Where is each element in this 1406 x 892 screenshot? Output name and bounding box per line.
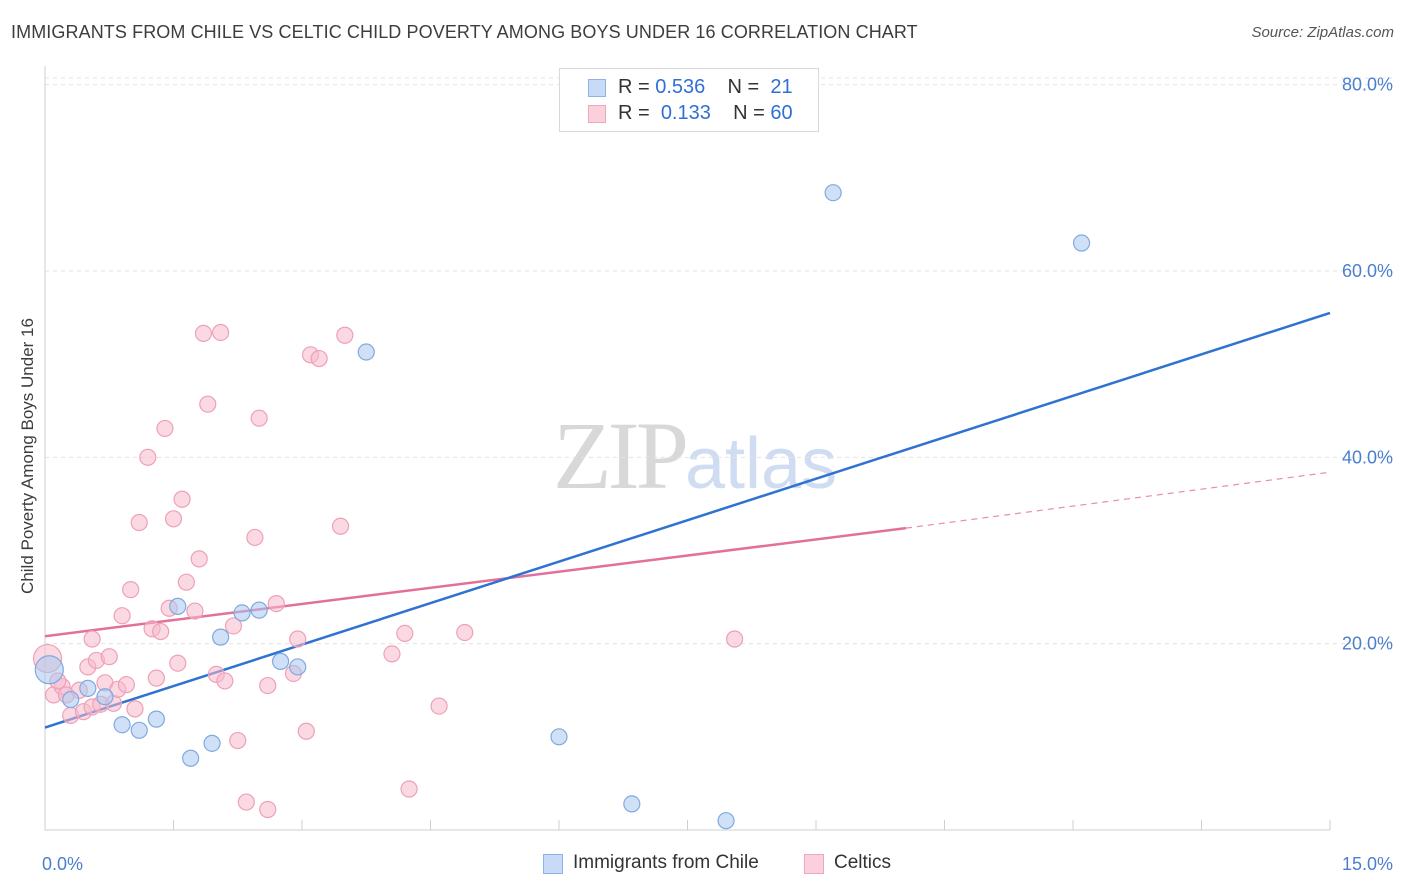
point-celtics xyxy=(260,678,276,694)
bottom-legend-label-chile: Immigrants from Chile xyxy=(573,852,759,874)
point-celtics xyxy=(213,324,229,340)
x-tick-label: 0.0% xyxy=(42,854,83,874)
legend-swatch-celtics xyxy=(588,105,606,123)
point-celtics xyxy=(333,518,349,534)
point-celtics xyxy=(247,529,263,545)
point-celtics xyxy=(187,603,203,619)
point-celtics xyxy=(311,351,327,367)
point-celtics xyxy=(191,551,207,567)
point-celtics xyxy=(727,631,743,647)
legend-r-value: 0.133 xyxy=(661,102,711,124)
point-celtics xyxy=(174,491,190,507)
point-celtics xyxy=(131,515,147,531)
point-chile xyxy=(148,711,164,727)
point-chile xyxy=(273,653,289,669)
legend-swatch-chile xyxy=(588,79,606,97)
point-celtics xyxy=(230,733,246,749)
point-chile xyxy=(551,729,567,745)
grid-lines xyxy=(45,78,1392,644)
stats-legend: R = 0.536 N = 21 R = 0.133 N = 60 xyxy=(559,68,819,132)
legend-text-celtics: R = 0.133 N = 60 xyxy=(618,102,793,125)
y-tick-label: 80.0% xyxy=(1342,75,1393,95)
legend-n-label: N = xyxy=(728,76,765,98)
point-chile xyxy=(183,750,199,766)
point-chile xyxy=(234,605,250,621)
point-celtics xyxy=(127,701,143,717)
point-celtics xyxy=(401,781,417,797)
point-celtics xyxy=(337,327,353,343)
point-celtics xyxy=(195,325,211,341)
point-celtics xyxy=(397,625,413,641)
bottom-legend-swatch-chile xyxy=(543,854,563,874)
point-celtics xyxy=(157,420,173,436)
point-chile xyxy=(97,689,113,705)
point-celtics xyxy=(118,677,134,693)
point-celtics xyxy=(298,723,314,739)
point-celtics xyxy=(153,624,169,640)
tick-labels: 20.0% 40.0% 60.0% 80.0% 0.0% 15.0% xyxy=(42,75,1393,874)
point-celtics xyxy=(123,582,139,598)
legend-r-label: R = xyxy=(618,76,655,98)
bottom-legend-label-celtics: Celtics xyxy=(834,852,891,874)
bottom-legend-swatch-celtics xyxy=(804,854,824,874)
data-points xyxy=(34,185,1090,829)
point-celtics xyxy=(114,608,130,624)
point-celtics xyxy=(148,670,164,686)
point-celtics xyxy=(166,511,182,527)
point-chile xyxy=(251,602,267,618)
legend-r-value: 0.536 xyxy=(655,76,705,98)
point-chile xyxy=(204,735,220,751)
point-celtics xyxy=(217,673,233,689)
point-celtics xyxy=(260,802,276,818)
point-chile xyxy=(170,598,186,614)
point-celtics xyxy=(431,698,447,714)
point-celtics xyxy=(251,410,267,426)
x-tick-label: 15.0% xyxy=(1342,854,1393,874)
point-chile xyxy=(718,813,734,829)
point-chile xyxy=(825,185,841,201)
point-celtics xyxy=(101,649,117,665)
point-celtics xyxy=(290,631,306,647)
trend-line-celtics xyxy=(45,528,906,636)
y-tick-label: 40.0% xyxy=(1342,447,1393,467)
point-chile xyxy=(63,692,79,708)
point-celtics xyxy=(384,646,400,662)
legend-r-label: R = xyxy=(618,102,655,124)
point-celtics xyxy=(178,574,194,590)
point-chile xyxy=(80,680,96,696)
trend-line-celtics-extrapolated xyxy=(906,472,1330,528)
point-celtics xyxy=(457,624,473,640)
point-chile xyxy=(624,796,640,812)
trend-line-chile xyxy=(45,313,1330,728)
axes xyxy=(45,66,1330,830)
point-celtics xyxy=(200,396,216,412)
point-chile xyxy=(290,659,306,675)
trend-lines xyxy=(45,313,1330,728)
legend-n-label: N = xyxy=(733,102,770,124)
point-celtics xyxy=(140,449,156,465)
point-chile xyxy=(114,717,130,733)
point-celtics xyxy=(84,631,100,647)
legend-text-chile: R = 0.536 N = 21 xyxy=(618,76,793,99)
point-chile xyxy=(358,344,374,360)
y-tick-label: 60.0% xyxy=(1342,261,1393,281)
point-chile xyxy=(213,629,229,645)
legend-n-value: 60 xyxy=(770,102,792,124)
legend-n-value: 21 xyxy=(770,76,792,98)
point-chile xyxy=(35,656,63,684)
point-celtics xyxy=(268,596,284,612)
point-celtics xyxy=(238,794,254,810)
y-tick-label: 20.0% xyxy=(1342,634,1393,654)
point-chile xyxy=(131,722,147,738)
point-chile xyxy=(1074,235,1090,251)
point-celtics xyxy=(170,655,186,671)
